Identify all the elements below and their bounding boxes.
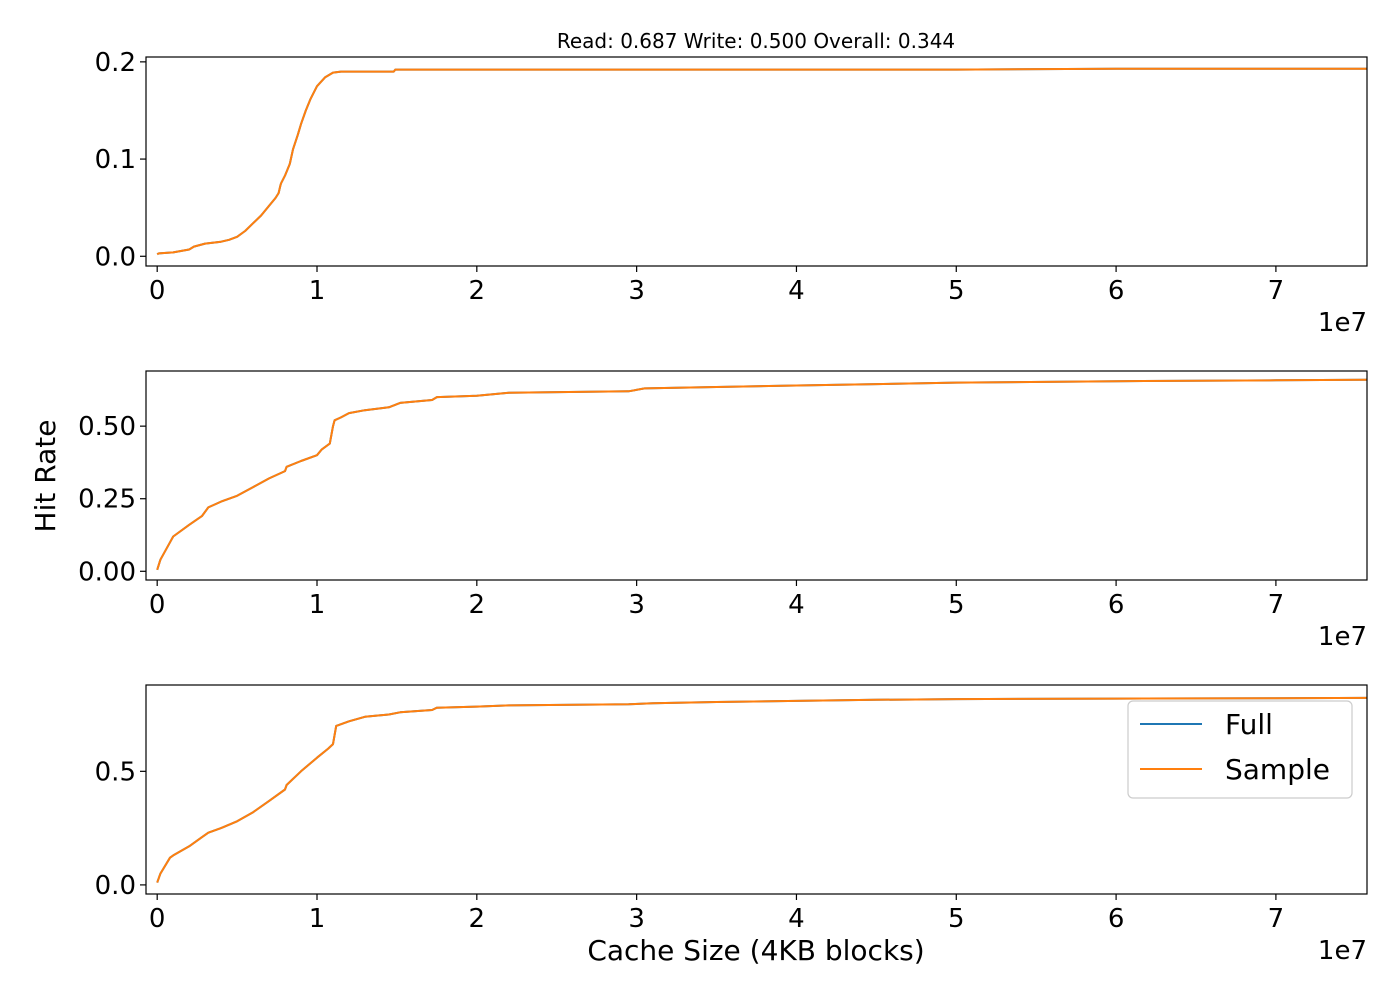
x-offset-label: 1e7 — [1318, 936, 1367, 966]
legend: Full Sample — [1127, 700, 1353, 799]
x-tick-label: 4 — [788, 276, 805, 306]
x-tick-label: 5 — [948, 276, 965, 306]
x-tick-label: 6 — [1108, 276, 1125, 306]
x-axis-label: Cache Size (4KB blocks) — [587, 934, 924, 967]
series-line-sample — [156, 696, 1368, 883]
y-tick-label: 0.2 — [95, 48, 136, 78]
x-tick-label: 7 — [1268, 904, 1285, 934]
y-axis-label: Hit Rate — [29, 420, 62, 533]
x-tick-label: 5 — [948, 904, 965, 934]
x-tick-label: 7 — [1268, 276, 1285, 306]
x-tick-label: 0 — [149, 590, 166, 620]
legend-label-sample: Sample — [1225, 753, 1330, 786]
x-tick-label: 4 — [788, 904, 805, 934]
y-tick-label: 0.00 — [78, 557, 136, 587]
x-tick-label: 3 — [628, 904, 645, 934]
x-offset-label: 1e7 — [1318, 308, 1367, 338]
axes-frame — [145, 56, 1368, 267]
x-tick-label: 6 — [1108, 590, 1125, 620]
x-tick-label: 1 — [309, 904, 326, 934]
series-line-full — [156, 67, 1367, 256]
series-line-sample — [156, 67, 1367, 256]
x-tick-label: 2 — [469, 590, 486, 620]
panel-3: 0 1 2 3 4 5 6 7 1e7 0.0 0.5 — [95, 684, 1368, 966]
x-tick-label: 3 — [628, 276, 645, 306]
panel-2: 0 1 2 3 4 5 6 7 1e7 0.00 0.25 0.50 — [78, 370, 1368, 652]
x-tick-label: 0 — [149, 904, 166, 934]
y-tick-label: 0.1 — [95, 145, 136, 175]
x-tick-label: 0 — [149, 276, 166, 306]
x-tick-label: 5 — [948, 590, 965, 620]
x-tick-label: 1 — [309, 276, 326, 306]
y-tick-label: 0.5 — [95, 757, 136, 787]
y-tick-label: 0.0 — [95, 242, 136, 272]
legend-box — [1127, 700, 1353, 799]
series-line-sample — [156, 378, 1368, 571]
x-tick-label: 3 — [628, 590, 645, 620]
x-tick-label: 2 — [469, 904, 486, 934]
series-line-full — [156, 378, 1368, 571]
panel-1: 0 1 2 3 4 5 6 7 1e7 0.0 0.1 0.2 — [95, 48, 1368, 338]
axes-frame — [145, 684, 1368, 895]
legend-label-full: Full — [1225, 708, 1273, 741]
x-tick-label: 2 — [469, 276, 486, 306]
x-offset-label: 1e7 — [1318, 622, 1367, 652]
x-tick-label: 1 — [309, 590, 326, 620]
y-tick-label: 0.50 — [78, 412, 136, 442]
x-tick-label: 6 — [1108, 904, 1125, 934]
x-tick-label: 7 — [1268, 590, 1285, 620]
y-tick-label: 0.0 — [95, 871, 136, 901]
x-tick-label: 4 — [788, 590, 805, 620]
chart-title: Read: 0.687 Write: 0.500 Overall: 0.344 — [557, 29, 955, 53]
axes-frame — [145, 370, 1368, 581]
y-tick-label: 0.25 — [78, 485, 136, 515]
